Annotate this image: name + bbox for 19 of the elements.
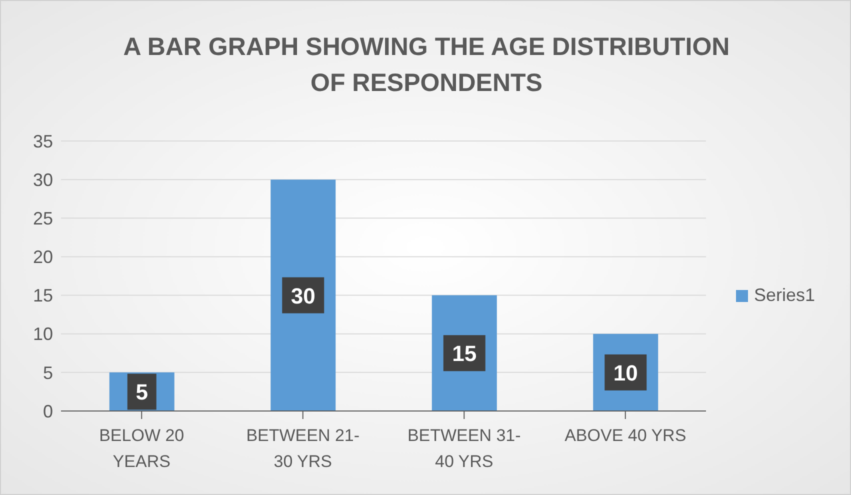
y-tick-label: 10	[32, 324, 53, 344]
data-label: 30	[290, 283, 316, 308]
x-tick-label: BETWEEN 31-40 YRS	[407, 426, 521, 471]
y-tick-label: 35	[32, 131, 53, 152]
data-label: 5	[136, 380, 148, 405]
x-tick-label: BELOW 20 YEARS	[99, 426, 184, 471]
y-tick-label: 25	[32, 208, 53, 229]
legend-label: Series1	[753, 285, 816, 306]
y-tick-label: 20	[32, 247, 53, 268]
x-tick-label: ABOVE 40 YRS	[564, 426, 686, 445]
y-tick-label: 0	[42, 401, 53, 422]
chart-title: A BAR GRAPH SHOWING THE AGE DISTRIBUTION OF RESPONDENTS	[122, 32, 731, 99]
y-tick-label: 30	[32, 170, 53, 190]
x-tick-label: BETWEEN 21-30 YRS	[246, 426, 360, 471]
y-tick-label: 5	[42, 362, 53, 383]
y-tick-label: 15	[32, 286, 53, 306]
data-label: 10	[613, 360, 638, 386]
bar	[270, 180, 336, 411]
data-label: 15	[452, 341, 477, 366]
